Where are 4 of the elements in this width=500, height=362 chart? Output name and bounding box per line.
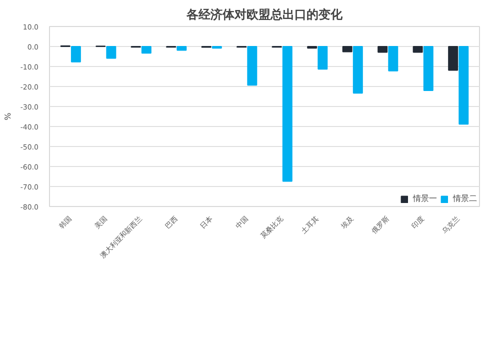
- legend-label: 情景一: [413, 193, 437, 204]
- chart-title: 各经济体对欧盟总出口的变化: [186, 8, 344, 22]
- legend-label: 情景二: [453, 193, 477, 204]
- y-axis-title: %: [3, 112, 12, 120]
